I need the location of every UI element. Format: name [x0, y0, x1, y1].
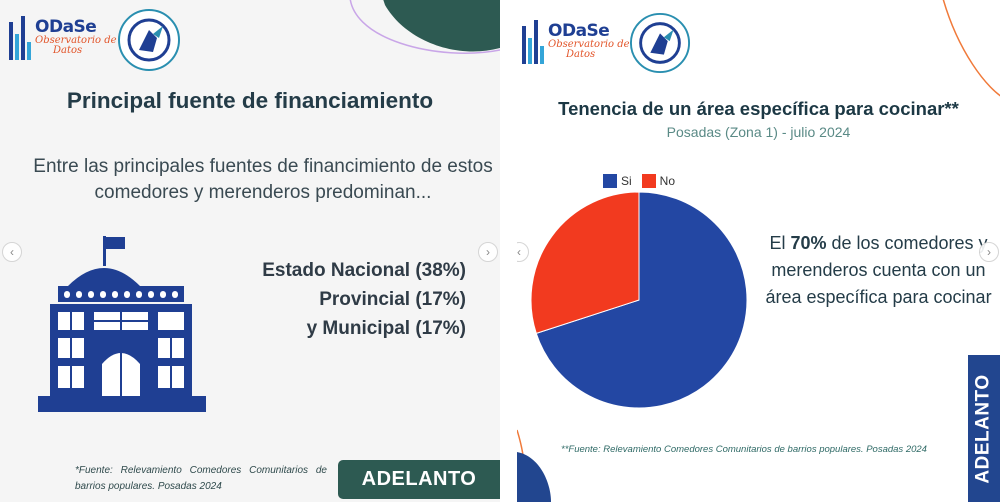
legend-item-si: Si — [603, 174, 632, 188]
logo-subtitle-line1: Observatorio de — [548, 38, 630, 50]
logo-subtitle-line1: Observatorio de — [35, 34, 117, 46]
adelanto-button[interactable]: ADELANTO — [968, 355, 1000, 502]
logo-subtitle-line2: Datos — [566, 48, 596, 60]
pie-slice-no — [530, 191, 640, 335]
faculty-seal-icon — [118, 9, 180, 71]
odase-logo-icon — [522, 20, 544, 64]
chevron-right-icon[interactable]: › — [979, 242, 999, 262]
chevron-right-icon[interactable]: › — [478, 242, 498, 262]
odase-logo-icon — [9, 16, 31, 60]
legend-item-no: No — [641, 174, 676, 188]
slide-financiamiento: ODaSe Observatorio de Datos Principal fu… — [2, 0, 500, 499]
government-building-icon — [38, 236, 206, 412]
pie-slice-si — [535, 191, 748, 409]
odase-logo: ODaSe Observatorio de Datos — [8, 12, 117, 62]
source-municipal: y Municipal (17%) — [306, 318, 466, 339]
stat-prefix: El — [769, 233, 791, 253]
chevron-left-icon[interactable]: ‹ — [2, 242, 22, 262]
chart-legend: Si No — [603, 174, 685, 188]
stat-rest: de los comedores y merenderos cuenta con… — [765, 233, 992, 307]
decorative-curves — [349, 0, 500, 54]
legend-label-no: No — [659, 174, 676, 188]
legend-label-si: Si — [621, 174, 632, 188]
faculty-seal-icon — [629, 12, 691, 74]
logo-subtitle-line2: Datos — [53, 44, 83, 56]
stat-text: El 70% de los comedores y merenderos cue… — [757, 230, 1000, 311]
slide-area-cocina: ODaSe Observatorio de Datos Tenencia de … — [517, 0, 1000, 502]
source-nacional: Estado Nacional (38%) — [262, 260, 466, 281]
legend-swatch-si — [603, 174, 617, 188]
slide-title: Tenencia de un área específica para coci… — [558, 98, 959, 119]
stat-highlight: 70% — [790, 233, 827, 253]
odase-logo: ODaSe Observatorio de Datos — [521, 16, 630, 66]
financing-sources-list: Estado Nacional (38%) Provincial (17%) y… — [262, 256, 466, 343]
source-footnote: *Fuente: Relevamiento Comedores Comunita… — [75, 465, 327, 492]
intro-text: Entre las principales fuentes de financi… — [33, 156, 493, 203]
logo-title: ODaSe — [35, 16, 97, 37]
slide-title: Principal fuente de financiamiento — [66, 88, 434, 113]
adelanto-label: ADELANTO — [973, 373, 994, 484]
source-provincial: Provincial (17%) — [319, 289, 466, 310]
logo-title: ODaSe — [548, 20, 610, 41]
slide-subtitle: Posadas (Zona 1) - julio 2024 — [666, 124, 851, 140]
source-footnote: **Fuente: Relevamiento Comedores Comunit… — [561, 444, 927, 455]
pie-chart — [530, 191, 748, 409]
adelanto-button[interactable]: ADELANTO — [338, 460, 500, 499]
legend-swatch-no — [641, 174, 656, 188]
